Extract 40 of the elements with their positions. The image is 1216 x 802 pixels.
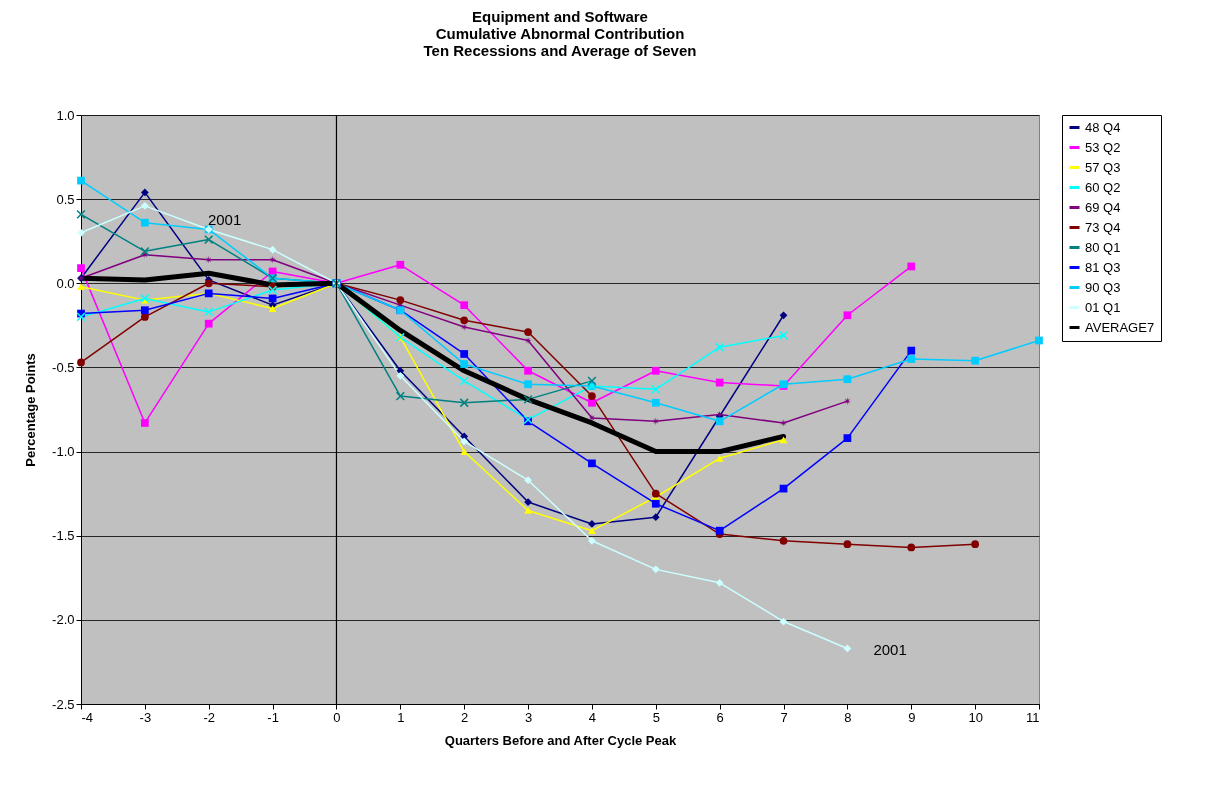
y-tick-label: -2.0	[52, 612, 75, 628]
x-tick-label: 8	[844, 709, 852, 725]
y-tick-label: -2.5	[52, 696, 75, 712]
x-tick-label: 4	[588, 709, 597, 725]
x-tick-label: 7	[780, 709, 788, 725]
x-tick-label: 11	[1026, 709, 1040, 725]
annotation: 2001	[873, 641, 907, 659]
y-tick-label: 0.5	[56, 191, 75, 207]
y-tick-label: -1.0	[52, 444, 75, 460]
x-tick-label: 1	[397, 709, 405, 725]
x-tick-label: -3	[139, 709, 152, 725]
legend-label: 80 Q1	[1085, 239, 1121, 255]
legend-label: AVERAGE7	[1085, 319, 1155, 335]
chart-title: Equipment and Software Cumulative Abnormal Contribution Ten Recessions and Average of Seven	[423, 8, 697, 59]
x-tick-label: 6	[716, 709, 724, 725]
legend-label: 90 Q3	[1085, 279, 1121, 295]
y-tick-label: 1.0	[56, 107, 75, 123]
x-tick-label: 3	[524, 709, 533, 725]
y-tick-label: 0.0	[56, 275, 75, 291]
x-tick-label: -4	[81, 709, 94, 725]
x-tick-label: 10	[968, 709, 983, 725]
y-tick-label: -1.5	[52, 528, 75, 544]
legend-label: 01 Q1	[1085, 299, 1121, 315]
legend-label: 57 Q3	[1085, 159, 1121, 175]
x-tick-label: 5	[652, 709, 660, 725]
legend-label: 81 Q3	[1085, 259, 1121, 275]
legend-label: 69 Q4	[1085, 199, 1121, 215]
x-tick-label: -2	[203, 709, 216, 725]
x-tick-label: 9	[908, 709, 916, 725]
legend-label: 53 Q2	[1085, 139, 1121, 155]
y-axis-title: Percentage Points	[23, 353, 39, 467]
x-tick-label: 0	[333, 709, 341, 725]
annotation: 2001	[207, 210, 242, 228]
x-tick-label: 2	[461, 709, 469, 725]
legend-label: 73 Q4	[1085, 219, 1121, 235]
legend-label: 48 Q4	[1085, 119, 1121, 135]
x-axis-title: Quarters Before and After Cycle Peak	[444, 732, 677, 748]
y-tick-label: -0.5	[52, 359, 75, 375]
legend-label: 60 Q2	[1085, 179, 1121, 195]
x-tick-label: -1	[267, 709, 279, 725]
